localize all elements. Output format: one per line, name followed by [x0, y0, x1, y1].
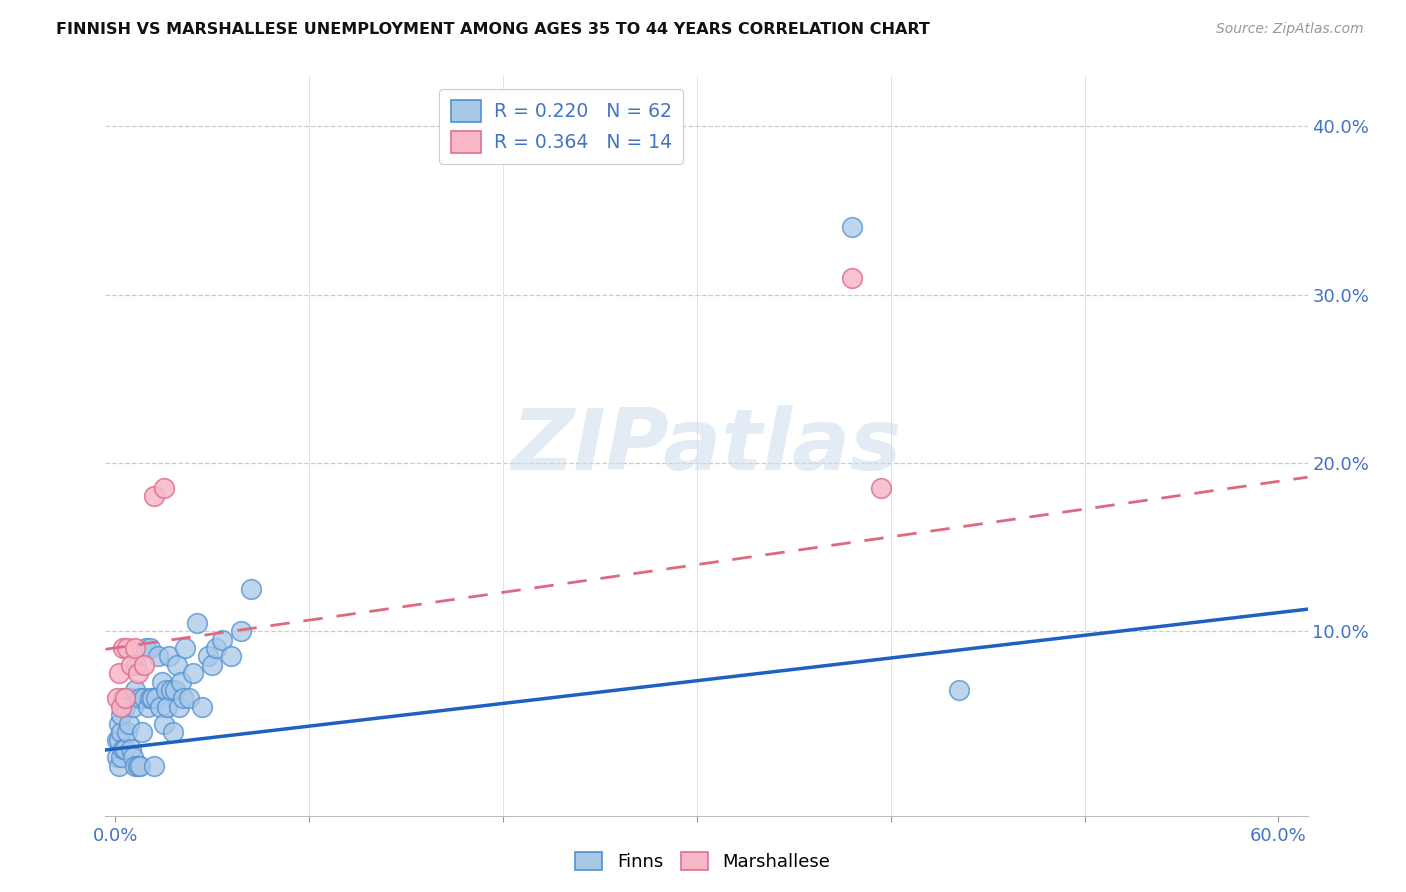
Point [841, 220, 863, 235]
Text: FINNISH VS MARSHALLESE UNEMPLOYMENT AMONG AGES 35 TO 44 YEARS CORRELATION CHART: FINNISH VS MARSHALLESE UNEMPLOYMENT AMON… [56, 22, 931, 37]
Point [201, 657, 224, 672]
Point [150, 674, 173, 689]
Point [125, 657, 148, 672]
Point [221, 649, 243, 664]
Point [142, 758, 165, 772]
Point [152, 716, 174, 731]
Point [105, 691, 128, 706]
Point [111, 691, 134, 706]
Point [156, 699, 179, 714]
Point [139, 691, 162, 706]
Point [231, 624, 253, 639]
Point [108, 733, 131, 747]
Point [108, 666, 131, 681]
Point [181, 666, 204, 681]
Point [114, 699, 136, 714]
Point [177, 691, 200, 706]
Point [870, 481, 893, 495]
Point [115, 725, 138, 739]
Point [136, 699, 159, 714]
Point [165, 683, 187, 698]
Point [186, 615, 208, 630]
Point [205, 640, 228, 655]
Point [110, 699, 132, 714]
Legend: R = 0.220   N = 62, R = 0.364   N = 14: R = 0.220 N = 62, R = 0.364 N = 14 [440, 89, 683, 164]
Point [841, 270, 863, 285]
Point [135, 640, 157, 655]
Point [121, 750, 143, 764]
Legend: Finns, Marshallese: Finns, Marshallese [568, 845, 838, 879]
Point [141, 691, 163, 706]
Point [191, 699, 214, 714]
Point [120, 742, 142, 756]
Point [948, 683, 970, 698]
Point [120, 691, 142, 706]
Point [114, 742, 136, 756]
Point [114, 691, 136, 706]
Point [108, 716, 131, 731]
Point [134, 691, 156, 706]
Point [162, 725, 184, 739]
Point [115, 640, 138, 655]
Point [121, 699, 143, 714]
Point [127, 666, 149, 681]
Point [105, 733, 128, 747]
Point [129, 691, 152, 706]
Point [145, 691, 167, 706]
Point [110, 725, 132, 739]
Point [118, 716, 141, 731]
Point [120, 657, 142, 672]
Point [149, 699, 172, 714]
Point [160, 683, 183, 698]
Point [108, 758, 131, 772]
Point [172, 691, 194, 706]
Point [170, 674, 193, 689]
Point [166, 657, 188, 672]
Point [142, 490, 165, 504]
Point [131, 725, 153, 739]
Point [105, 750, 128, 764]
Point [174, 640, 197, 655]
Point [124, 640, 146, 655]
Point [139, 640, 162, 655]
Text: Source: ZipAtlas.com: Source: ZipAtlas.com [1216, 22, 1364, 37]
Point [124, 683, 146, 698]
Point [152, 481, 174, 495]
Point [124, 758, 146, 772]
Point [211, 632, 233, 647]
Point [110, 708, 132, 723]
Point [197, 649, 219, 664]
Point [159, 649, 181, 664]
Point [129, 758, 152, 772]
Point [134, 657, 156, 672]
Point [111, 742, 134, 756]
Point [155, 683, 177, 698]
Point [110, 750, 132, 764]
Point [167, 699, 190, 714]
Text: ZIPatlas: ZIPatlas [512, 404, 901, 488]
Point [239, 582, 262, 596]
Point [146, 649, 169, 664]
Point [115, 691, 138, 706]
Point [127, 758, 149, 772]
Point [111, 640, 134, 655]
